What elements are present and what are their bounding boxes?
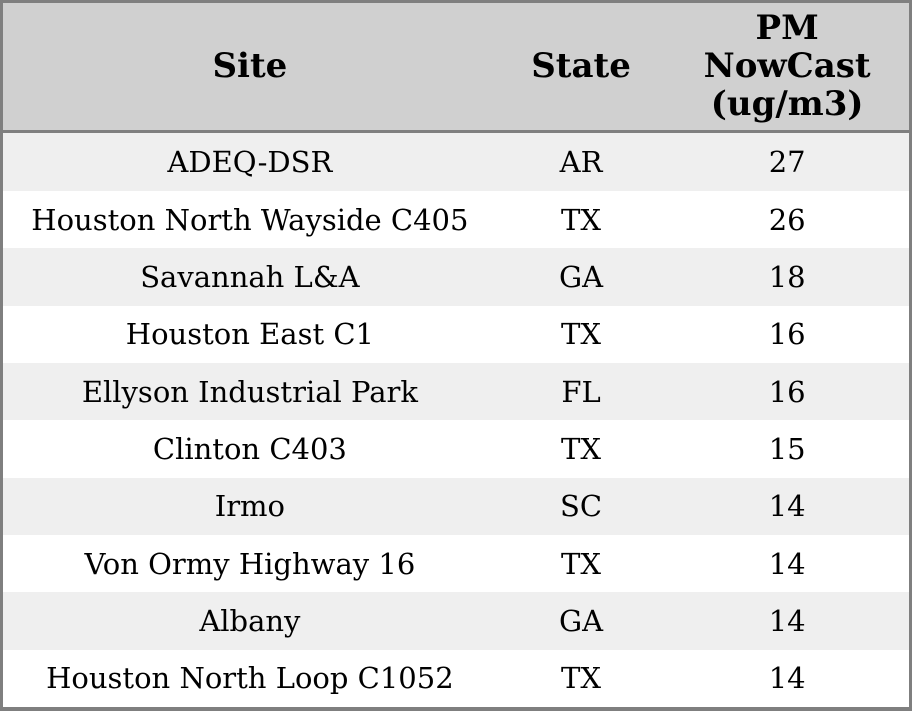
table-row: Houston East C1 TX 16 <box>3 305 909 363</box>
site-cell: Houston North Loop C1052 <box>46 661 454 696</box>
table-body: ADEQ-DSR AR 27 Houston North Wayside C40… <box>3 131 909 707</box>
pm-nowcast-cell: 15 <box>768 431 806 466</box>
site-cell: Irmo <box>214 489 286 524</box>
state-cell: SC <box>559 489 603 524</box>
pm-nowcast-cell: 14 <box>768 489 806 524</box>
state-cell: TX <box>561 431 602 466</box>
pm-nowcast-cell: 26 <box>768 202 806 237</box>
state-cell: FL <box>561 374 601 409</box>
state-cell: TX <box>561 546 602 581</box>
table-row: Irmo SC 14 <box>3 477 909 535</box>
site-cell: Von Ormy Highway 16 <box>84 546 416 581</box>
state-cell: TX <box>561 661 602 696</box>
table-row: Houston North Wayside C405 TX 26 <box>3 190 909 249</box>
column-header-pm-nowcast: PM NowCast (ug/m3) <box>665 3 909 133</box>
table-row: Albany GA 14 <box>3 592 909 650</box>
state-cell: GA <box>558 603 604 638</box>
site-cell: Ellyson Industrial Park <box>81 374 418 409</box>
table-row: Von Ormy Highway 16 TX 14 <box>3 534 909 593</box>
table-row: Clinton C403 TX 15 <box>3 420 909 478</box>
state-cell: TX <box>561 202 602 237</box>
site-cell: Clinton C403 <box>152 431 347 466</box>
pm-nowcast-cell: 14 <box>768 661 806 696</box>
site-cell: Savannah L&A <box>140 259 360 294</box>
column-header-site: Site <box>3 3 497 133</box>
data-table: Site State PM NowCast (ug/m3) ADEQ-DSR A… <box>3 3 909 707</box>
table-row: Houston North Loop C1052 TX 14 <box>3 649 909 707</box>
pm-nowcast-cell: 14 <box>768 546 806 581</box>
state-cell: TX <box>561 317 602 352</box>
pm-nowcast-cell: 18 <box>768 259 806 294</box>
header-row: Site State PM NowCast (ug/m3) <box>3 3 909 133</box>
pm-nowcast-cell: 14 <box>768 603 806 638</box>
table-row: ADEQ-DSR AR 27 <box>3 131 909 191</box>
table-row: Savannah L&A GA 18 <box>3 248 909 306</box>
site-cell: ADEQ-DSR <box>167 144 333 179</box>
state-cell: AR <box>559 144 603 179</box>
site-cell: Houston East C1 <box>125 317 374 352</box>
site-cell: Houston North Wayside C405 <box>31 202 469 237</box>
site-cell: Albany <box>199 603 301 638</box>
state-cell: GA <box>558 259 604 294</box>
table-row: Ellyson Industrial Park FL 16 <box>3 362 909 421</box>
table-header: Site State PM NowCast (ug/m3) <box>3 3 909 133</box>
pm-nowcast-cell: 16 <box>768 374 806 409</box>
column-header-state: State <box>496 3 666 133</box>
pm-nowcast-cell: 27 <box>768 144 806 179</box>
pm-nowcast-cell: 16 <box>768 317 806 352</box>
